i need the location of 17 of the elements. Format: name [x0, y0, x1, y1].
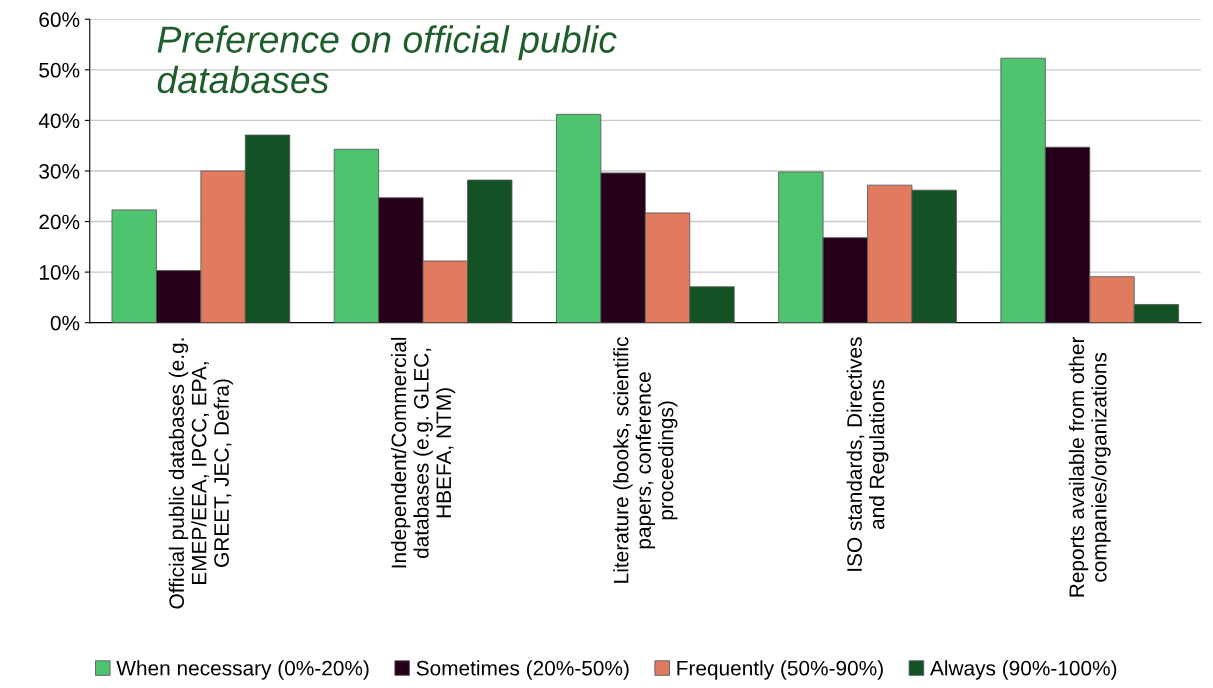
x-tick-label: Literature (books, scientific papers, conference proceedings): [613, 337, 678, 583]
legend-label: Always (90%-100%): [930, 660, 1117, 680]
text: Preference on official public databases: [157, 25, 617, 94]
legend-label: When necessary (0%-20%): [116, 660, 369, 680]
x-tick-label: Reports available from other companies/organizations: [1068, 336, 1111, 597]
y-tick-label: 50%: [39, 62, 80, 78]
x-tick-label: ISO standards, Directives and Regulations: [846, 337, 889, 571]
y-tick-label: 0%: [50, 315, 80, 331]
y-tick-label: 10%: [39, 265, 80, 280]
y-tick-label: 60%: [39, 12, 80, 28]
y-tick-label: 40%: [38, 113, 80, 129]
x-tick-label: Official public databases (e.g. EMEP/EEA, IPCC, EPA, GREET, JEC, Defra): [168, 338, 234, 609]
legend-label: Frequently (50%-90%): [677, 660, 883, 680]
legend-label: Sometimes (20%-50%): [416, 660, 629, 680]
x-tick-label: Independent/Commercial databases (e.g. GLEC, HBEFA, NTM): [390, 337, 456, 568]
y-tick-label: 20%: [39, 214, 80, 230]
y-tick-label: 30%: [39, 163, 80, 179]
